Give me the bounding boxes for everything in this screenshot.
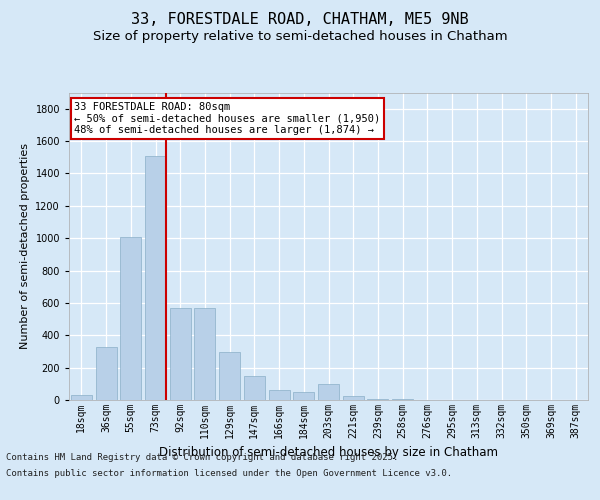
X-axis label: Distribution of semi-detached houses by size in Chatham: Distribution of semi-detached houses by … <box>159 446 498 460</box>
Bar <box>269 390 290 400</box>
Bar <box>244 376 265 400</box>
Text: 33, FORESTDALE ROAD, CHATHAM, ME5 9NB: 33, FORESTDALE ROAD, CHATHAM, ME5 9NB <box>131 12 469 28</box>
Bar <box>95 346 116 400</box>
Y-axis label: Number of semi-detached properties: Number of semi-detached properties <box>20 143 30 349</box>
Bar <box>343 396 364 400</box>
Text: Contains HM Land Registry data © Crown copyright and database right 2025.: Contains HM Land Registry data © Crown c… <box>6 454 398 462</box>
Text: Size of property relative to semi-detached houses in Chatham: Size of property relative to semi-detach… <box>92 30 508 43</box>
Bar <box>145 156 166 400</box>
Bar <box>318 384 339 400</box>
Bar <box>120 236 141 400</box>
Bar <box>367 398 388 400</box>
Bar <box>71 395 92 400</box>
Text: Contains public sector information licensed under the Open Government Licence v3: Contains public sector information licen… <box>6 468 452 477</box>
Bar <box>293 392 314 400</box>
Text: 33 FORESTDALE ROAD: 80sqm
← 50% of semi-detached houses are smaller (1,950)
48% : 33 FORESTDALE ROAD: 80sqm ← 50% of semi-… <box>74 102 380 135</box>
Bar <box>219 352 240 400</box>
Bar <box>170 308 191 400</box>
Bar <box>194 308 215 400</box>
